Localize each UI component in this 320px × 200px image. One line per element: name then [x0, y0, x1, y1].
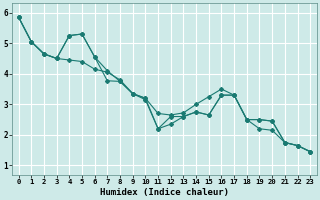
X-axis label: Humidex (Indice chaleur): Humidex (Indice chaleur) — [100, 188, 229, 197]
